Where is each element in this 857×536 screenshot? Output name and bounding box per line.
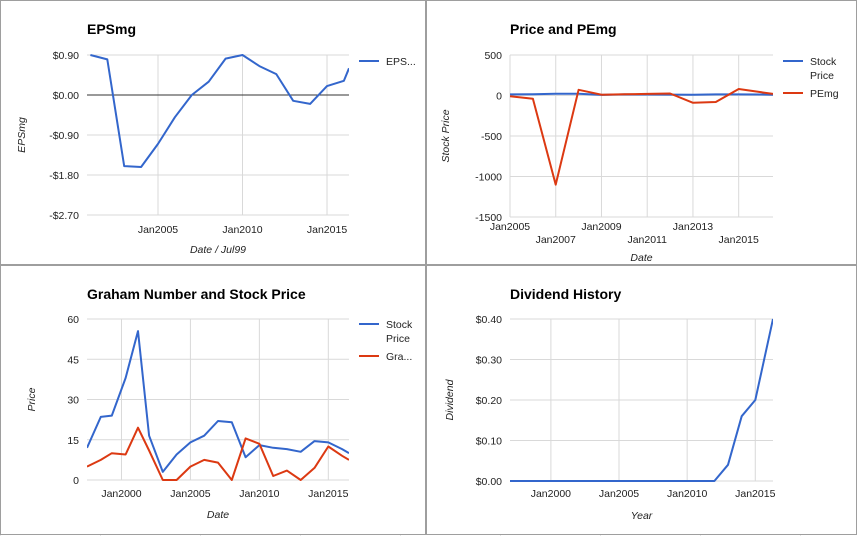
legend-entry: PEmg: [810, 88, 839, 100]
price-pe-chart-panel: Price and PEmg 500 0 -500 -1000 -1500 Jan2005 J…: [426, 0, 857, 265]
x-tick-label: Jan2015: [719, 234, 759, 246]
y-tick-label: $0.20: [476, 395, 502, 407]
dividend-chart: Dividend History $0.40 $0.30 $0.20 $0.10 $0.0…: [444, 286, 776, 522]
x-tick-label: Jan2000: [531, 488, 571, 500]
x-tick-label: Jan2010: [239, 488, 279, 500]
y-tick-label: -$0.90: [49, 130, 79, 142]
graham-chart: Graham Number and Stock Price 60 45 30 15 0 Ja…: [26, 286, 413, 521]
legend-entry: Stock Price: [810, 56, 837, 82]
x-tick-label: Jan2000: [101, 488, 141, 500]
eps-chart: EPSmg $0.90 $0.00 -$0.90 -$1.80 -$2.70 Jan2005…: [16, 21, 416, 256]
y-tick-label: 15: [67, 435, 79, 447]
x-tick-label: Jan2005: [490, 221, 530, 233]
y-tick-label: 30: [67, 395, 79, 407]
x-tick-label: Jan2015: [308, 488, 348, 500]
series-line: [87, 330, 349, 473]
x-tick-label: Jan2010: [222, 224, 262, 236]
y-tick-label: $0.90: [53, 50, 79, 62]
x-tick-label: Jan2015: [735, 488, 775, 500]
y-tick-label: -$2.70: [49, 210, 79, 222]
dividend-chart-panel: Dividend History $0.40 $0.30 $0.20 $0.10 $0.0…: [426, 265, 857, 535]
y-tick-label: 0: [496, 91, 502, 103]
series-line: [87, 426, 349, 481]
x-axis-label: Date / Jul99: [190, 244, 246, 256]
x-tick-label: Jan2005: [170, 488, 210, 500]
y-tick-label: -$1.80: [49, 170, 79, 182]
graham-chart-panel: Graham Number and Stock Price 60 45 30 15 0 Ja…: [0, 265, 426, 535]
y-axis-label: EPSmg: [16, 117, 28, 153]
chart-title: EPSmg: [87, 21, 136, 37]
y-tick-label: -500: [481, 131, 502, 143]
series-line: [90, 54, 349, 168]
x-axis-label: Date: [207, 509, 229, 521]
x-tick-label: Jan2013: [673, 221, 713, 233]
y-axis-label: Price: [26, 387, 38, 411]
y-axis-label: Dividend: [444, 378, 456, 420]
chart-title: Graham Number and Stock Price: [87, 286, 306, 302]
x-tick-label: Jan2015: [307, 224, 347, 236]
y-tick-label: $0.40: [476, 314, 502, 326]
x-tick-label: Jan2005: [138, 224, 178, 236]
y-tick-label: -1000: [475, 172, 502, 184]
y-tick-label: 0: [73, 475, 79, 487]
x-tick-label: Jan2009: [581, 221, 621, 233]
x-tick-label: Jan2007: [536, 234, 576, 246]
series-line: [510, 318, 773, 482]
x-tick-label: Jan2010: [667, 488, 707, 500]
y-tick-label: 60: [67, 314, 79, 326]
y-tick-label: $0.10: [476, 436, 502, 448]
x-tick-label: Jan2011: [627, 234, 667, 246]
y-tick-label: 500: [484, 50, 502, 62]
y-axis-label: Stock Price: [440, 109, 452, 162]
legend-entry: Stock Price: [386, 319, 413, 345]
x-axis-label: Year: [631, 510, 653, 522]
y-tick-label: -1500: [475, 212, 502, 224]
legend-entry: EPS...: [386, 56, 416, 68]
x-tick-label: Jan2005: [599, 488, 639, 500]
y-tick-label: $0.00: [476, 476, 502, 488]
series-line: [510, 88, 773, 186]
chart-title: Dividend History: [510, 286, 621, 302]
y-tick-label: 45: [67, 354, 79, 366]
x-axis-label: Date: [630, 252, 652, 264]
eps-chart-panel: EPSmg $0.90 $0.00 -$0.90 -$1.80 -$2.70 Jan2005…: [0, 0, 426, 265]
y-tick-label: $0.30: [476, 355, 502, 367]
chart-title: Price and PEmg: [510, 21, 617, 37]
legend-entry: Gra...: [386, 351, 412, 363]
y-tick-label: $0.00: [53, 90, 79, 102]
